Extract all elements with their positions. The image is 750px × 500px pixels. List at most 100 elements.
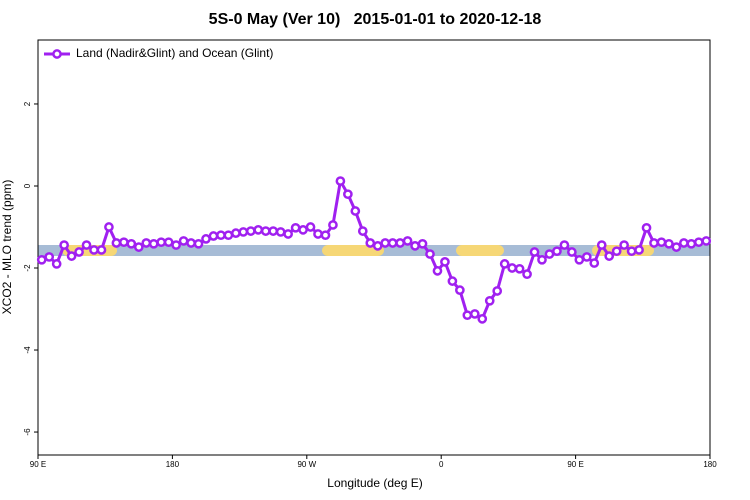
data-point (626, 246, 637, 257)
data-point (305, 222, 316, 232)
data-point (59, 240, 69, 250)
band-land (322, 245, 384, 256)
x-axis-label: Longitude (deg E) (327, 476, 422, 490)
data-point (656, 237, 667, 248)
x-tick-label: 90 E (567, 460, 583, 469)
data-point (604, 251, 615, 261)
data-point (559, 240, 570, 250)
data-point (81, 240, 92, 250)
data-point (671, 242, 682, 252)
y-tick-label: 0 (23, 183, 32, 188)
y-tick-label: 2 (23, 101, 32, 106)
data-point (275, 227, 286, 237)
data-point (133, 242, 144, 252)
data-point (641, 222, 652, 233)
data-point (350, 206, 361, 216)
data-point (664, 238, 674, 249)
data-point (619, 240, 629, 250)
data-point (268, 226, 279, 236)
data-point (253, 225, 264, 235)
data-point (581, 252, 592, 262)
data-point (440, 257, 450, 267)
data-point (328, 220, 338, 230)
data-point (372, 241, 383, 251)
data-point (462, 310, 473, 321)
data-point (484, 295, 495, 306)
chart-title: 5S-0 May (Ver 10) 2015-01-01 to 2020-12-… (209, 11, 542, 28)
data-point (193, 238, 204, 249)
data-point (499, 259, 510, 269)
data-point (208, 231, 219, 241)
data-point (634, 245, 644, 255)
x-tick-label: 90 W (297, 460, 316, 469)
data-point (492, 286, 503, 296)
data-point (574, 254, 585, 265)
data-point (537, 254, 547, 265)
data-point (522, 269, 532, 280)
data-point (141, 238, 152, 248)
data-point (432, 266, 443, 276)
data-point (679, 238, 689, 248)
data-point (552, 246, 562, 257)
data-point (335, 176, 346, 186)
y-tick-label: -6 (23, 428, 32, 436)
legend-marker (52, 49, 62, 59)
y-axis-label: XCO2 - MLO trend (ppm) (0, 180, 14, 315)
legend-label: Land (Nadir&Glint) and Ocean (Glint) (76, 46, 273, 60)
data-point (51, 259, 62, 269)
data-point (596, 240, 607, 250)
data-point (649, 238, 659, 248)
data-point (701, 236, 712, 246)
data-point (514, 263, 525, 274)
x-tick-label: 0 (439, 460, 444, 469)
data-point (380, 238, 391, 248)
data-point (186, 238, 196, 248)
data-point (402, 236, 413, 246)
data-point (111, 238, 122, 248)
data-point (686, 238, 697, 249)
data-point (74, 247, 84, 257)
data-point (44, 252, 55, 262)
data-point (395, 238, 405, 248)
x-tick-label: 90 E (30, 460, 46, 469)
data-point (119, 237, 129, 248)
data-point (163, 237, 174, 248)
data-point (477, 314, 488, 324)
data-point (387, 238, 398, 248)
data-point (447, 276, 458, 286)
data-point (410, 241, 420, 251)
data-point (171, 240, 181, 250)
data-point (216, 230, 226, 241)
data-point (178, 236, 189, 246)
data-point (231, 228, 241, 238)
data-point (260, 226, 271, 236)
plot-frame (37, 39, 711, 456)
data-point (298, 225, 308, 235)
data-point (283, 229, 293, 239)
data-point (693, 237, 704, 248)
data-point (36, 254, 47, 265)
data-point (201, 234, 211, 244)
band-land (456, 245, 504, 256)
data-point (507, 263, 517, 273)
data-point (156, 237, 167, 248)
data-point (469, 309, 480, 319)
data-point (96, 245, 107, 255)
data-point (455, 285, 465, 295)
data-point (126, 238, 137, 249)
data-point (589, 258, 600, 268)
data-point (320, 230, 331, 241)
data-point (611, 246, 622, 257)
data-point (529, 247, 540, 257)
data-point (290, 222, 301, 233)
data-point (223, 230, 234, 241)
data-point (343, 189, 353, 200)
x-tick-label: 180 (166, 460, 180, 469)
data-point (417, 238, 428, 249)
data-point (357, 226, 368, 236)
data-point (425, 249, 435, 259)
y-tick-label: -2 (23, 264, 32, 272)
data-point (238, 227, 249, 237)
data-point (66, 251, 77, 261)
